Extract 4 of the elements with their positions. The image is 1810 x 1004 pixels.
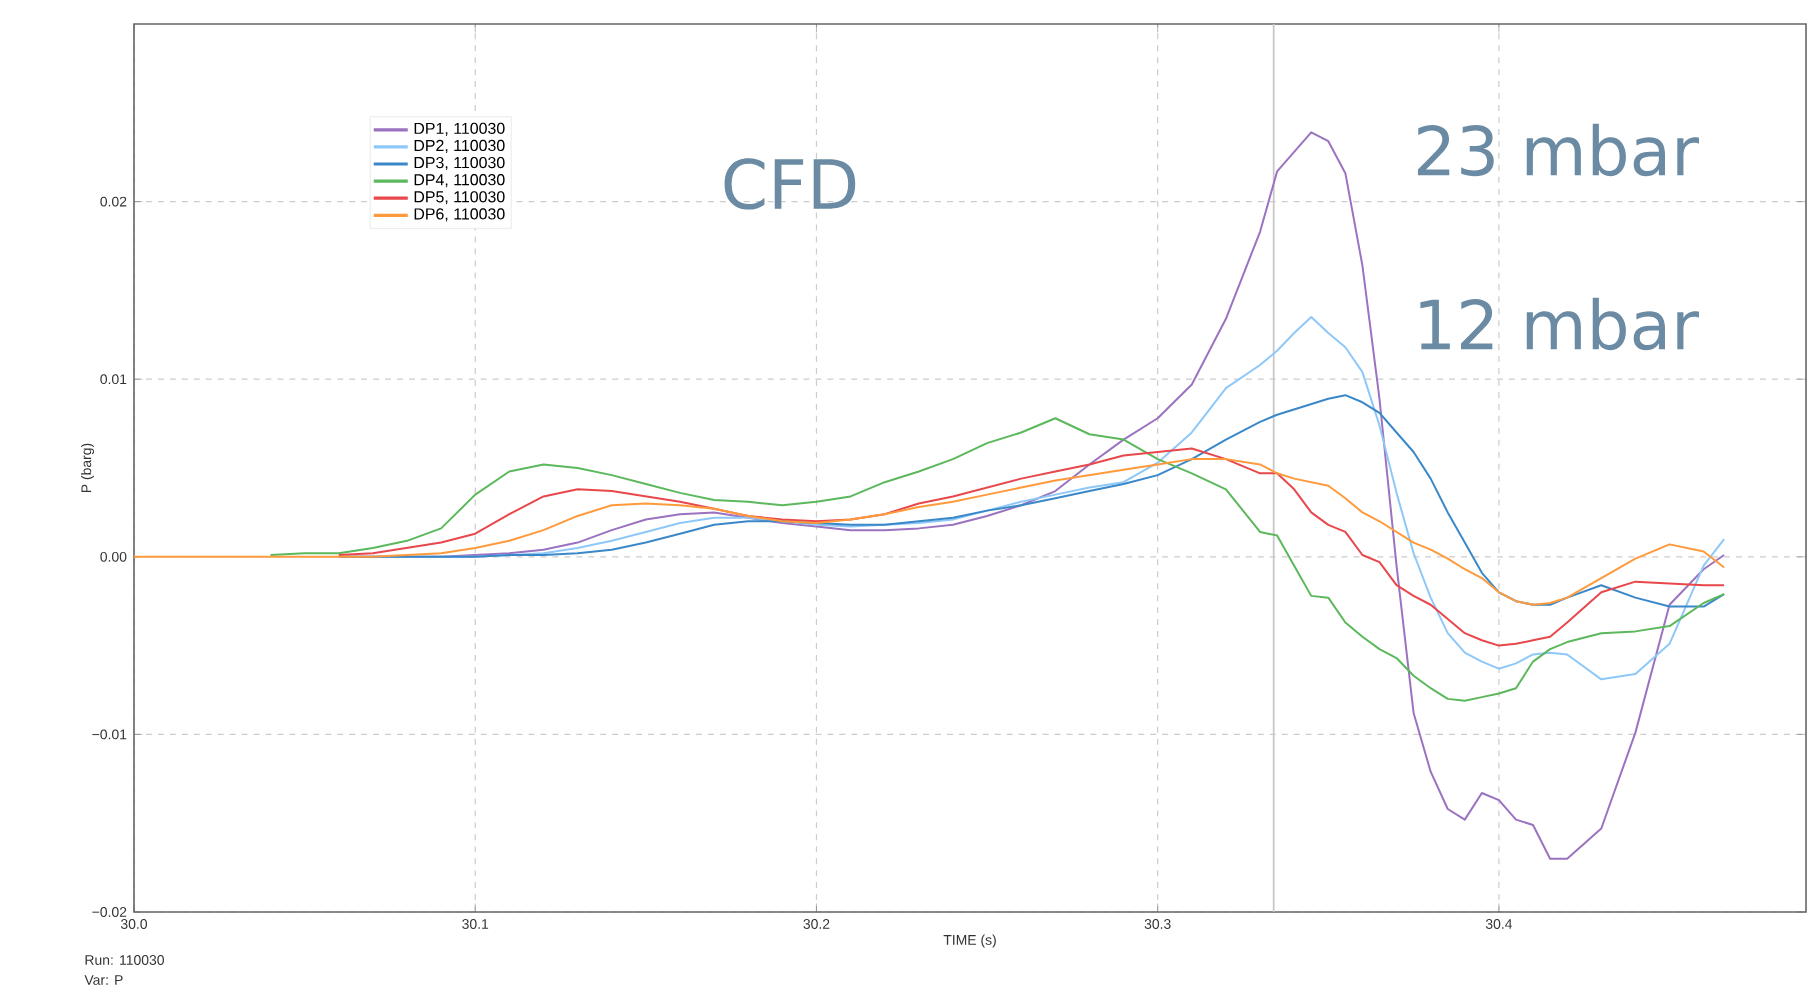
annotation: CFD xyxy=(724,158,856,210)
annotation: 23 mbar xyxy=(1417,123,1699,177)
line-series xyxy=(269,417,1726,702)
annotation: 12 mbar xyxy=(1420,297,1699,351)
